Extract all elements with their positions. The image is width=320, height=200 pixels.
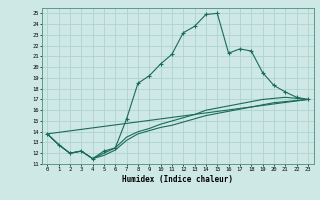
X-axis label: Humidex (Indice chaleur): Humidex (Indice chaleur): [122, 175, 233, 184]
